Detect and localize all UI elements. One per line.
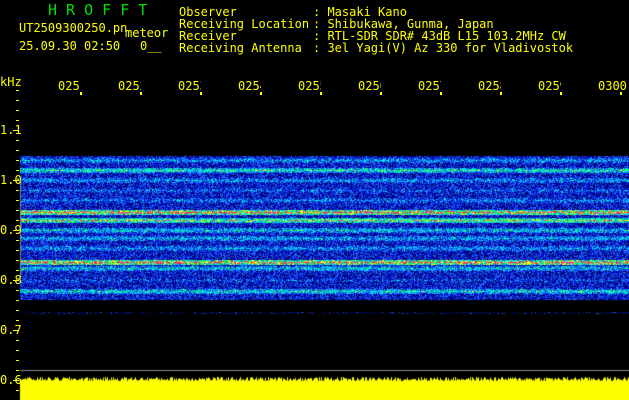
time-tick-label: 0254 <box>238 80 261 92</box>
y-tick-label: 0.7 <box>0 323 22 337</box>
y-tick-mark <box>16 340 19 341</box>
y-tick-mark <box>16 190 19 191</box>
filename: UT2509300250.pn <box>19 21 128 35</box>
mode-label: meteor <box>125 26 169 40</box>
time-tick-mark <box>560 92 562 95</box>
receiver-value: : RTL-SDR SDR# 43dB L15 103.2MHz CW <box>313 29 566 43</box>
time-tick-label: 0256 <box>358 80 381 92</box>
y-tick-mark <box>16 170 19 171</box>
y-tick-mark <box>16 160 19 161</box>
y-axis-unit: kHz <box>0 75 22 89</box>
antenna-label: Receiving Antenna <box>179 41 302 55</box>
time-tick-mark <box>380 92 382 95</box>
y-tick-mark <box>16 240 19 241</box>
observer-label: Observer <box>179 5 237 19</box>
y-tick-mark <box>16 310 19 311</box>
time-tick-mark <box>80 92 82 95</box>
y-tick-label: 0.6 <box>0 373 22 387</box>
app-title: H R O F F T <box>48 1 148 19</box>
y-tick-label: 0.8 <box>0 273 22 287</box>
time-tick-label: 0253 <box>178 80 201 92</box>
y-tick-mark <box>13 230 19 231</box>
antenna-value: : 3el Yagi(V) Az 330 for Vladivostok <box>313 41 574 55</box>
datetime: 25.09.30 02:50 <box>19 39 121 53</box>
y-tick-mark <box>13 280 19 281</box>
time-tick-label: 0251 <box>58 80 81 92</box>
time-tick-label: 0257 <box>418 80 441 92</box>
y-tick-mark <box>16 100 19 101</box>
y-tick-mark <box>13 180 19 181</box>
time-tick-mark <box>260 92 262 95</box>
y-tick-mark <box>16 360 19 361</box>
y-tick-mark <box>16 320 19 321</box>
y-tick-mark <box>16 260 19 261</box>
y-tick-mark <box>16 390 19 391</box>
time-tick-mark <box>620 92 622 95</box>
y-tick-mark <box>16 200 19 201</box>
y-tick-mark <box>16 250 19 251</box>
y-tick-mark <box>16 290 19 291</box>
time-tick-mark <box>320 92 322 95</box>
y-tick-label: 1.1 <box>0 123 22 137</box>
y-tick-label: 0.9 <box>0 223 22 237</box>
counter: 0__ <box>140 39 162 53</box>
location-value: : Shibukawa, Gunma, Japan <box>313 17 494 31</box>
y-tick-mark <box>16 220 19 221</box>
y-tick-mark <box>16 350 19 351</box>
y-tick-mark <box>16 210 19 211</box>
time-tick-mark <box>440 92 442 95</box>
y-tick-mark <box>16 140 19 141</box>
y-tick-mark <box>13 130 19 131</box>
receiver-label: Receiver <box>179 29 237 43</box>
observer-value: : Masaki Kano <box>313 5 407 19</box>
y-tick-mark <box>16 370 19 371</box>
y-tick-mark <box>16 90 19 91</box>
y-tick-mark <box>13 330 19 331</box>
y-tick-mark <box>16 120 19 121</box>
location-label: Receiving Location <box>179 17 310 31</box>
time-tick-label: 0300 <box>598 80 627 92</box>
time-tick-label: 0258 <box>478 80 501 92</box>
time-tick-mark <box>200 92 202 95</box>
y-tick-label: 1.0 <box>0 173 22 187</box>
time-tick-label: 0252 <box>118 80 141 92</box>
time-tick-label: 0255 <box>298 80 321 92</box>
y-tick-mark <box>16 150 19 151</box>
y-tick-mark <box>13 380 19 381</box>
y-tick-mark <box>16 110 19 111</box>
time-tick-mark <box>140 92 142 95</box>
time-tick-mark <box>500 92 502 95</box>
time-tick-label: 0259 <box>538 80 561 92</box>
y-tick-mark <box>16 300 19 301</box>
y-tick-mark <box>16 270 19 271</box>
